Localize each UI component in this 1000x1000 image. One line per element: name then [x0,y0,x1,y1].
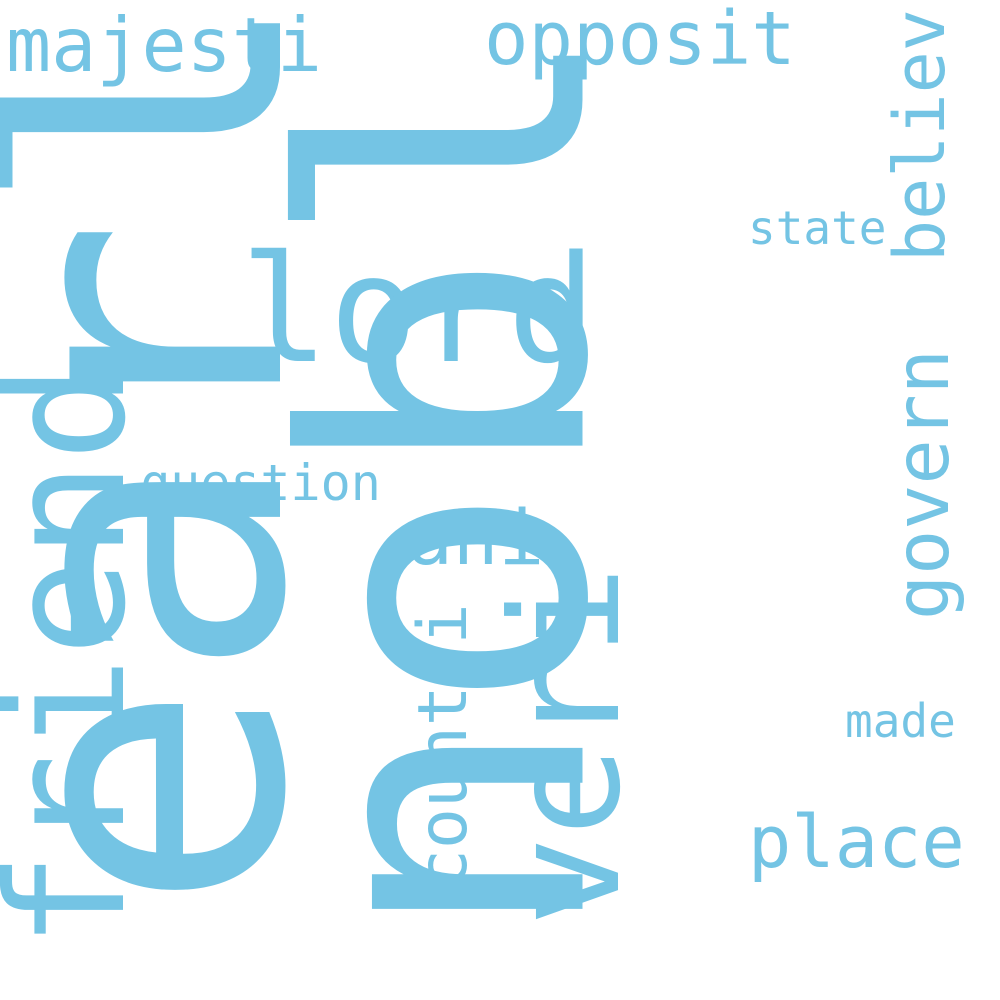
word-believ: believ [879,9,961,262]
word-place: place [748,800,965,884]
word-made: made [845,694,956,748]
word-govern: govern [878,349,966,620]
word-state: state [748,201,887,255]
word-question: question [140,454,381,512]
word-ani: ani [407,493,545,582]
word-countri: countri [404,603,483,890]
word-veri: veri [480,565,654,927]
word-friend: friend [0,363,162,949]
word-lord: lord [240,224,597,396]
word-opposit: opposit [484,0,796,82]
word-majesti: majesti [6,1,323,89]
